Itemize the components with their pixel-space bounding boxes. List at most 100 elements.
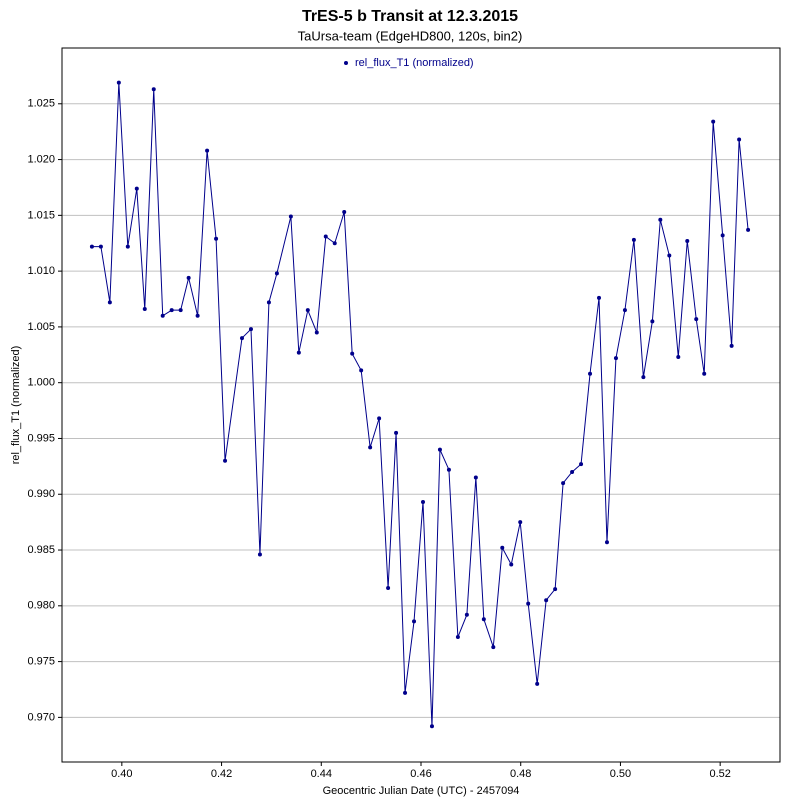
series-line xyxy=(91,82,749,727)
data-point xyxy=(553,587,558,592)
data-point xyxy=(604,540,609,545)
data-point xyxy=(195,313,200,318)
data-point xyxy=(266,300,271,305)
data-point xyxy=(116,80,121,85)
x-tick-label: 0.42 xyxy=(211,768,232,780)
data-point xyxy=(729,343,734,348)
data-point xyxy=(622,308,627,313)
data-point xyxy=(667,253,672,258)
data-point xyxy=(702,371,707,376)
data-point xyxy=(694,317,699,322)
data-point xyxy=(368,445,373,450)
data-point xyxy=(125,244,130,249)
data-point xyxy=(359,368,364,373)
data-point xyxy=(377,416,382,421)
x-tick-label: 0.40 xyxy=(111,768,132,780)
data-point xyxy=(142,307,147,312)
chart-subtitle: TaUrsa-team (EdgeHD800, 120s, bin2) xyxy=(298,28,523,43)
data-point xyxy=(720,233,725,238)
y-tick-label: 0.995 xyxy=(27,432,55,444)
data-point xyxy=(239,336,244,341)
data-point xyxy=(257,552,262,557)
y-tick-label: 1.025 xyxy=(27,98,55,110)
data-point xyxy=(332,241,337,246)
y-tick-label: 1.020 xyxy=(27,153,55,165)
data-point xyxy=(473,475,478,480)
data-point xyxy=(186,275,191,280)
data-point xyxy=(342,209,347,214)
data-point xyxy=(588,371,593,376)
data-point xyxy=(631,237,636,242)
data-point xyxy=(205,148,210,153)
data-point xyxy=(429,724,434,729)
x-tick-label: 0.48 xyxy=(510,768,531,780)
y-tick-label: 0.975 xyxy=(27,656,55,668)
data-point xyxy=(412,619,417,624)
data-point xyxy=(386,585,391,590)
data-point xyxy=(685,239,690,244)
data-point xyxy=(518,520,523,525)
chart-title: TrES-5 b Transit at 12.3.2015 xyxy=(302,8,518,25)
legend-marker xyxy=(344,61,348,65)
data-point xyxy=(314,330,319,335)
data-point xyxy=(89,244,94,249)
data-point xyxy=(737,137,742,142)
data-point xyxy=(223,458,228,463)
data-point xyxy=(746,227,751,232)
data-point xyxy=(446,467,451,472)
data-point xyxy=(464,612,469,617)
data-point xyxy=(500,545,505,550)
y-tick-label: 0.990 xyxy=(27,488,55,500)
data-point xyxy=(420,500,425,505)
data-point xyxy=(323,234,328,239)
data-point xyxy=(169,308,174,313)
y-tick-label: 0.985 xyxy=(27,544,55,556)
y-tick-label: 1.015 xyxy=(27,209,55,221)
y-tick-label: 1.005 xyxy=(27,321,55,333)
data-point xyxy=(455,635,460,640)
data-point xyxy=(178,308,183,313)
data-point xyxy=(98,244,103,249)
y-axis-label: rel_flux_T1 (normalized) xyxy=(10,346,22,465)
data-point xyxy=(579,462,584,467)
data-point xyxy=(403,690,408,695)
data-point xyxy=(491,645,496,650)
y-tick-label: 0.980 xyxy=(27,600,55,612)
data-point xyxy=(350,351,355,356)
y-tick-label: 1.000 xyxy=(27,377,55,389)
x-tick-label: 0.50 xyxy=(610,768,631,780)
data-point xyxy=(394,430,399,435)
data-point xyxy=(151,87,156,92)
data-point xyxy=(613,356,618,361)
data-point xyxy=(134,186,139,191)
x-tick-label: 0.44 xyxy=(311,768,332,780)
data-point xyxy=(437,447,442,452)
data-point xyxy=(526,601,531,606)
x-tick-label: 0.46 xyxy=(410,768,431,780)
data-point xyxy=(107,300,112,305)
data-point xyxy=(288,214,293,219)
data-point xyxy=(658,217,663,222)
data-point xyxy=(509,562,514,567)
data-point xyxy=(535,681,540,686)
data-point xyxy=(711,119,716,124)
x-tick-label: 0.52 xyxy=(709,768,730,780)
data-point xyxy=(274,271,279,276)
legend-label: rel_flux_T1 (normalized) xyxy=(355,57,474,69)
data-point xyxy=(481,617,486,622)
data-point xyxy=(570,469,575,474)
data-point xyxy=(650,319,655,324)
data-point xyxy=(248,327,253,332)
data-point xyxy=(160,313,165,318)
data-point xyxy=(544,598,549,603)
data-point xyxy=(296,350,301,355)
data-point xyxy=(561,481,566,486)
data-point xyxy=(214,236,219,241)
x-axis-label: Geocentric Julian Date (UTC) - 2457094 xyxy=(323,785,520,797)
data-point xyxy=(305,308,310,313)
y-tick-label: 1.010 xyxy=(27,265,55,277)
plot-frame xyxy=(61,47,781,763)
y-tick-label: 0.970 xyxy=(27,711,55,723)
data-point xyxy=(597,295,602,300)
